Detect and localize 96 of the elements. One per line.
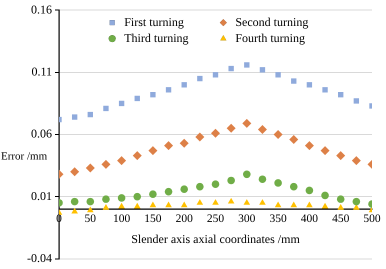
point <box>180 138 189 148</box>
y-tick-label: 0.16 <box>31 2 52 16</box>
point <box>134 202 141 208</box>
point <box>352 156 361 166</box>
point <box>258 175 266 184</box>
point <box>275 72 281 78</box>
point <box>290 202 298 208</box>
x-tick-label: 500 <box>363 212 381 225</box>
x-tick-label: 350 <box>269 212 287 225</box>
point <box>336 195 344 203</box>
legend-label: Third turning <box>124 30 189 45</box>
point <box>70 198 78 206</box>
point <box>103 106 109 112</box>
point <box>274 202 282 208</box>
point <box>243 170 251 178</box>
point <box>197 76 203 82</box>
point <box>166 87 172 92</box>
y-tick-label: -0.04 <box>27 250 52 265</box>
point <box>322 202 328 208</box>
x-tick-label: 100 <box>112 212 130 225</box>
point <box>86 164 95 173</box>
point <box>149 190 157 198</box>
point <box>306 186 314 194</box>
point <box>320 146 330 156</box>
legend-label: Second turning <box>235 14 308 29</box>
point <box>212 72 218 78</box>
point <box>289 134 298 144</box>
point <box>118 202 125 208</box>
y-axis-title: Error /mm <box>1 150 48 162</box>
point <box>352 198 360 206</box>
point <box>72 114 78 120</box>
point <box>102 195 110 203</box>
point <box>87 206 94 212</box>
point <box>338 92 344 98</box>
point <box>148 146 158 156</box>
point <box>150 202 156 208</box>
point <box>164 188 172 196</box>
y-tick-label: 0.11 <box>31 64 52 79</box>
point <box>102 204 110 210</box>
point <box>228 198 234 204</box>
point <box>258 125 267 134</box>
point <box>321 192 329 200</box>
x-tick-label: 150 <box>144 212 162 225</box>
x-tick-label: 50 <box>84 212 96 225</box>
point <box>244 62 250 68</box>
point <box>337 204 344 210</box>
legend-label: Fourth turning <box>235 30 305 45</box>
point <box>134 96 140 102</box>
x-tick-label: 300 <box>238 212 256 225</box>
point <box>133 192 142 200</box>
point <box>259 199 266 205</box>
y-tick-label: 0.01 <box>31 188 52 203</box>
point <box>211 128 220 138</box>
point <box>306 82 312 88</box>
point <box>242 118 252 128</box>
point <box>196 199 204 205</box>
point <box>88 112 93 118</box>
point <box>228 66 234 72</box>
point <box>182 82 187 88</box>
point <box>306 202 313 208</box>
x-tick-label: 200 <box>176 212 194 225</box>
point <box>101 160 110 169</box>
x-tick-label: 250 <box>206 212 224 225</box>
point <box>165 202 172 208</box>
point <box>180 185 188 193</box>
point <box>260 67 266 73</box>
point <box>180 202 188 208</box>
point <box>132 151 142 160</box>
point <box>86 198 94 206</box>
point <box>196 182 204 191</box>
x-tick-label: 450 <box>332 212 350 225</box>
legend-label: First turning <box>124 14 184 29</box>
point <box>164 141 174 150</box>
point <box>290 182 298 191</box>
y-tick-label: 0.06 <box>31 126 52 141</box>
point <box>212 180 220 188</box>
point <box>354 98 360 104</box>
point <box>71 208 78 214</box>
point <box>322 87 328 92</box>
point <box>195 132 204 142</box>
x-tick-label: 400 <box>300 212 318 225</box>
point <box>274 179 282 187</box>
point <box>336 151 346 160</box>
point <box>150 92 156 98</box>
point <box>274 130 283 139</box>
point <box>118 194 126 202</box>
point <box>118 100 124 106</box>
point <box>304 141 314 150</box>
point <box>227 176 235 184</box>
point <box>244 199 250 205</box>
x-axis-title: Slender axis axial coordinates /mm <box>131 232 300 246</box>
point <box>212 199 219 205</box>
point <box>226 124 236 133</box>
point <box>70 167 80 176</box>
point <box>117 156 126 166</box>
point <box>291 78 296 84</box>
